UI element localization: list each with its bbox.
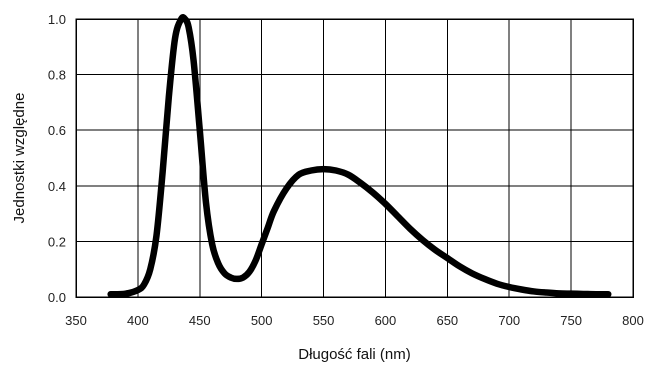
plot-area-frame (75, 18, 634, 298)
grid (75, 18, 634, 298)
y-tick-label: 0.2 (48, 234, 66, 249)
x-tick-label: 350 (65, 313, 87, 328)
y-tick-label: 0.4 (48, 179, 66, 194)
x-tick-label: 800 (622, 313, 644, 328)
y-axis-title: Jednostki względne (11, 93, 28, 224)
series-line (107, 13, 612, 298)
y-tick-label: 1.0 (48, 12, 66, 27)
y-tick-label: 0.0 (48, 290, 66, 305)
x-tick-label: 600 (375, 313, 397, 328)
x-tick-label: 500 (251, 313, 273, 328)
y-axis-tick-labels: 0.0 0.2 0.4 0.6 0.8 1.0 (48, 12, 66, 305)
x-tick-label: 650 (436, 313, 458, 328)
y-tick-label: 0.8 (48, 68, 66, 83)
y-tick-label: 0.6 (48, 123, 66, 138)
x-tick-label: 700 (498, 313, 520, 328)
x-axis-title: Długość fali (nm) (298, 346, 411, 363)
x-tick-label: 750 (560, 313, 582, 328)
x-tick-label: 400 (127, 313, 149, 328)
x-tick-label: 550 (313, 313, 335, 328)
x-axis-tick-labels: 350 400 450 500 550 600 650 700 750 800 (65, 313, 644, 328)
x-tick-label: 450 (189, 313, 211, 328)
